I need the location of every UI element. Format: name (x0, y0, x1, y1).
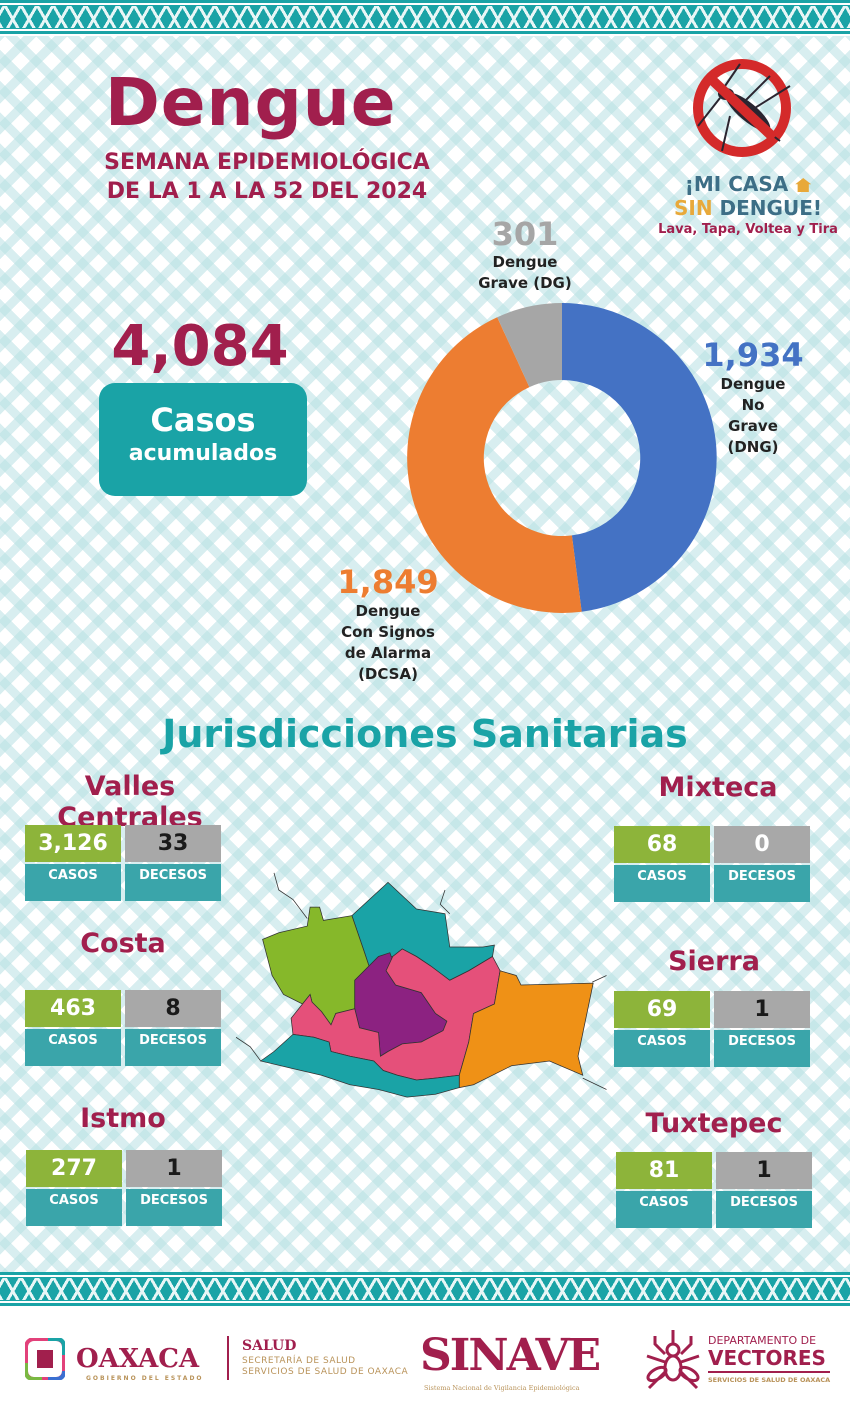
jurisdiction-card-costa: 463 8 CASOS DECESOS (25, 990, 221, 1066)
campaign-line-2a: SIN (673, 196, 713, 220)
jurisdiction-name-mixteca: Mixteca (658, 772, 778, 803)
vectores-line-3: SERVICIOS DE SALUD DE OAXACA (708, 1376, 831, 1384)
dg-value: 301 (491, 215, 559, 253)
subtitle-line-1: SEMANA EPIDEMIOLÓGICA (104, 150, 430, 175)
jurisdiction-name-sierra: Sierra (668, 946, 760, 977)
casos-label: CASOS (616, 1191, 712, 1228)
dcsa-label-4: (DCSA) (358, 665, 418, 683)
dcsa-label-3: de Alarma (344, 644, 432, 662)
decesos-label: DECESOS (125, 864, 221, 901)
footer-divider (227, 1336, 229, 1380)
oaxaca-logo-subtext: GOBIERNO DEL ESTADO (86, 1375, 204, 1382)
decesos-label: DECESOS (714, 865, 810, 902)
casos-label: CASOS (614, 1030, 710, 1067)
oaxaca-jurisdictions-map (236, 872, 607, 1098)
page-subtitle: SEMANA EPIDEMIOLÓGICA DE LA 1 A LA 52 DE… (62, 148, 472, 206)
jurisdiction-card-istmo: 277 1 CASOS DECESOS (26, 1150, 222, 1226)
top-decorative-band (0, 0, 850, 34)
total-cases-badge: Casos acumulados (99, 383, 307, 496)
casos-value: 463 (25, 990, 121, 1027)
footer: OAXACA GOBIERNO DEL ESTADO SALUD SECRETA… (0, 1308, 850, 1417)
casos-label: CASOS (26, 1189, 122, 1226)
vector-mosquito-icon (643, 1328, 703, 1394)
bottom-decorative-band (0, 1272, 850, 1306)
oaxaca-logo-text: OAXACA (76, 1344, 200, 1374)
page-title: Dengue (105, 64, 397, 141)
jurisdiction-card-tuxtepec: 81 1 CASOS DECESOS (616, 1152, 812, 1228)
dng-label-3: Grave (728, 417, 778, 435)
dg-label-1: Dengue (492, 253, 558, 271)
sinave-logo: SINAVE (420, 1330, 601, 1381)
donut-slice-dng (562, 303, 717, 612)
salud-logo-text: SALUD (242, 1338, 297, 1354)
diamond-pattern-background (0, 36, 850, 1276)
decesos-value: 0 (714, 826, 810, 863)
casos-label: CASOS (614, 865, 710, 902)
jurisdiction-name-tuxtepec: Tuxtepec (645, 1108, 783, 1139)
campaign-line-1: ¡MI CASA (684, 172, 789, 196)
salud-sub-1: SECRETARÍA DE SALUD (242, 1356, 356, 1366)
decesos-value: 1 (714, 991, 810, 1028)
dng-label: 1,934 Dengue No Grave (DNG) (700, 336, 806, 458)
dg-label: 301 Dengue Grave (DG) (440, 216, 610, 294)
donut-chart (407, 303, 717, 613)
casos-value: 81 (616, 1152, 712, 1189)
total-label-2: acumulados (128, 441, 278, 466)
jurisdiction-name-valles: Valles Centrales (57, 771, 203, 833)
casos-value: 277 (26, 1150, 122, 1187)
dng-label-1: Dengue (720, 375, 786, 393)
section-title: Jurisdicciones Sanitarias (162, 712, 688, 756)
campaign-logo: ¡MI CASA SIN DENGUE! Lava, Tapa, Voltea … (648, 172, 848, 237)
salud-sub-2: SERVICIOS DE SALUD DE OAXACA (242, 1367, 409, 1377)
campaign-slogan: Lava, Tapa, Voltea y Tira (658, 222, 838, 237)
casos-value: 68 (614, 826, 710, 863)
no-mosquito-icon (690, 56, 794, 160)
dg-label-2: Grave (DG) (478, 274, 572, 292)
dng-label-2: No (741, 396, 765, 414)
decesos-value: 33 (125, 825, 221, 862)
donut-slice-dg (497, 303, 562, 388)
decesos-value: 1 (716, 1152, 812, 1189)
dng-label-4: (DNG) (727, 438, 779, 456)
casos-label: CASOS (25, 1029, 121, 1066)
decesos-label: DECESOS (716, 1191, 812, 1228)
jurisdiction-name-istmo: Istmo (80, 1103, 166, 1134)
jurisdiction-card-sierra: 69 1 CASOS DECESOS (614, 991, 810, 1067)
subtitle-line-2: DE LA 1 A LA 52 DEL 2024 (106, 179, 428, 204)
map-region-costa (259, 1033, 460, 1098)
vectores-line-2: VECTORES (708, 1346, 826, 1370)
sinave-subtext: Sistema Nacional de Vigilancia Epidemiol… (424, 1384, 580, 1392)
decesos-value: 1 (126, 1150, 222, 1187)
dng-value: 1,934 (702, 336, 804, 374)
decesos-label: DECESOS (126, 1189, 222, 1226)
decesos-value: 8 (125, 990, 221, 1027)
dcsa-value: 1,849 (337, 563, 439, 601)
campaign-line-2b: DENGUE! (719, 196, 822, 220)
dcsa-label-1: Dengue (355, 602, 421, 620)
jurisdiction-card-mixteca: 68 0 CASOS DECESOS (614, 826, 810, 902)
house-icon (795, 178, 812, 192)
casos-label: CASOS (25, 864, 121, 901)
dcsa-label-2: Con Signos (341, 623, 435, 641)
dcsa-label: 1,849 Dengue Con Signos de Alarma (DCSA) (328, 563, 448, 685)
total-cases-value: 4,084 (111, 314, 289, 379)
oaxaca-emblem-icon (24, 1337, 66, 1381)
jurisdiction-card-valles: 3,126 33 CASOS DECESOS (25, 825, 221, 901)
vectores-line-1: DEPARTAMENTO DE (708, 1334, 817, 1347)
vectores-rule (708, 1371, 830, 1373)
casos-value: 69 (614, 991, 710, 1028)
casos-value: 3,126 (25, 825, 121, 862)
decesos-label: DECESOS (125, 1029, 221, 1066)
decesos-label: DECESOS (714, 1030, 810, 1067)
jurisdiction-name-costa: Costa (80, 928, 166, 959)
total-label-1: Casos (150, 401, 256, 439)
map-region-istmo (458, 970, 594, 1089)
donut-slice-dcsa (407, 317, 582, 613)
